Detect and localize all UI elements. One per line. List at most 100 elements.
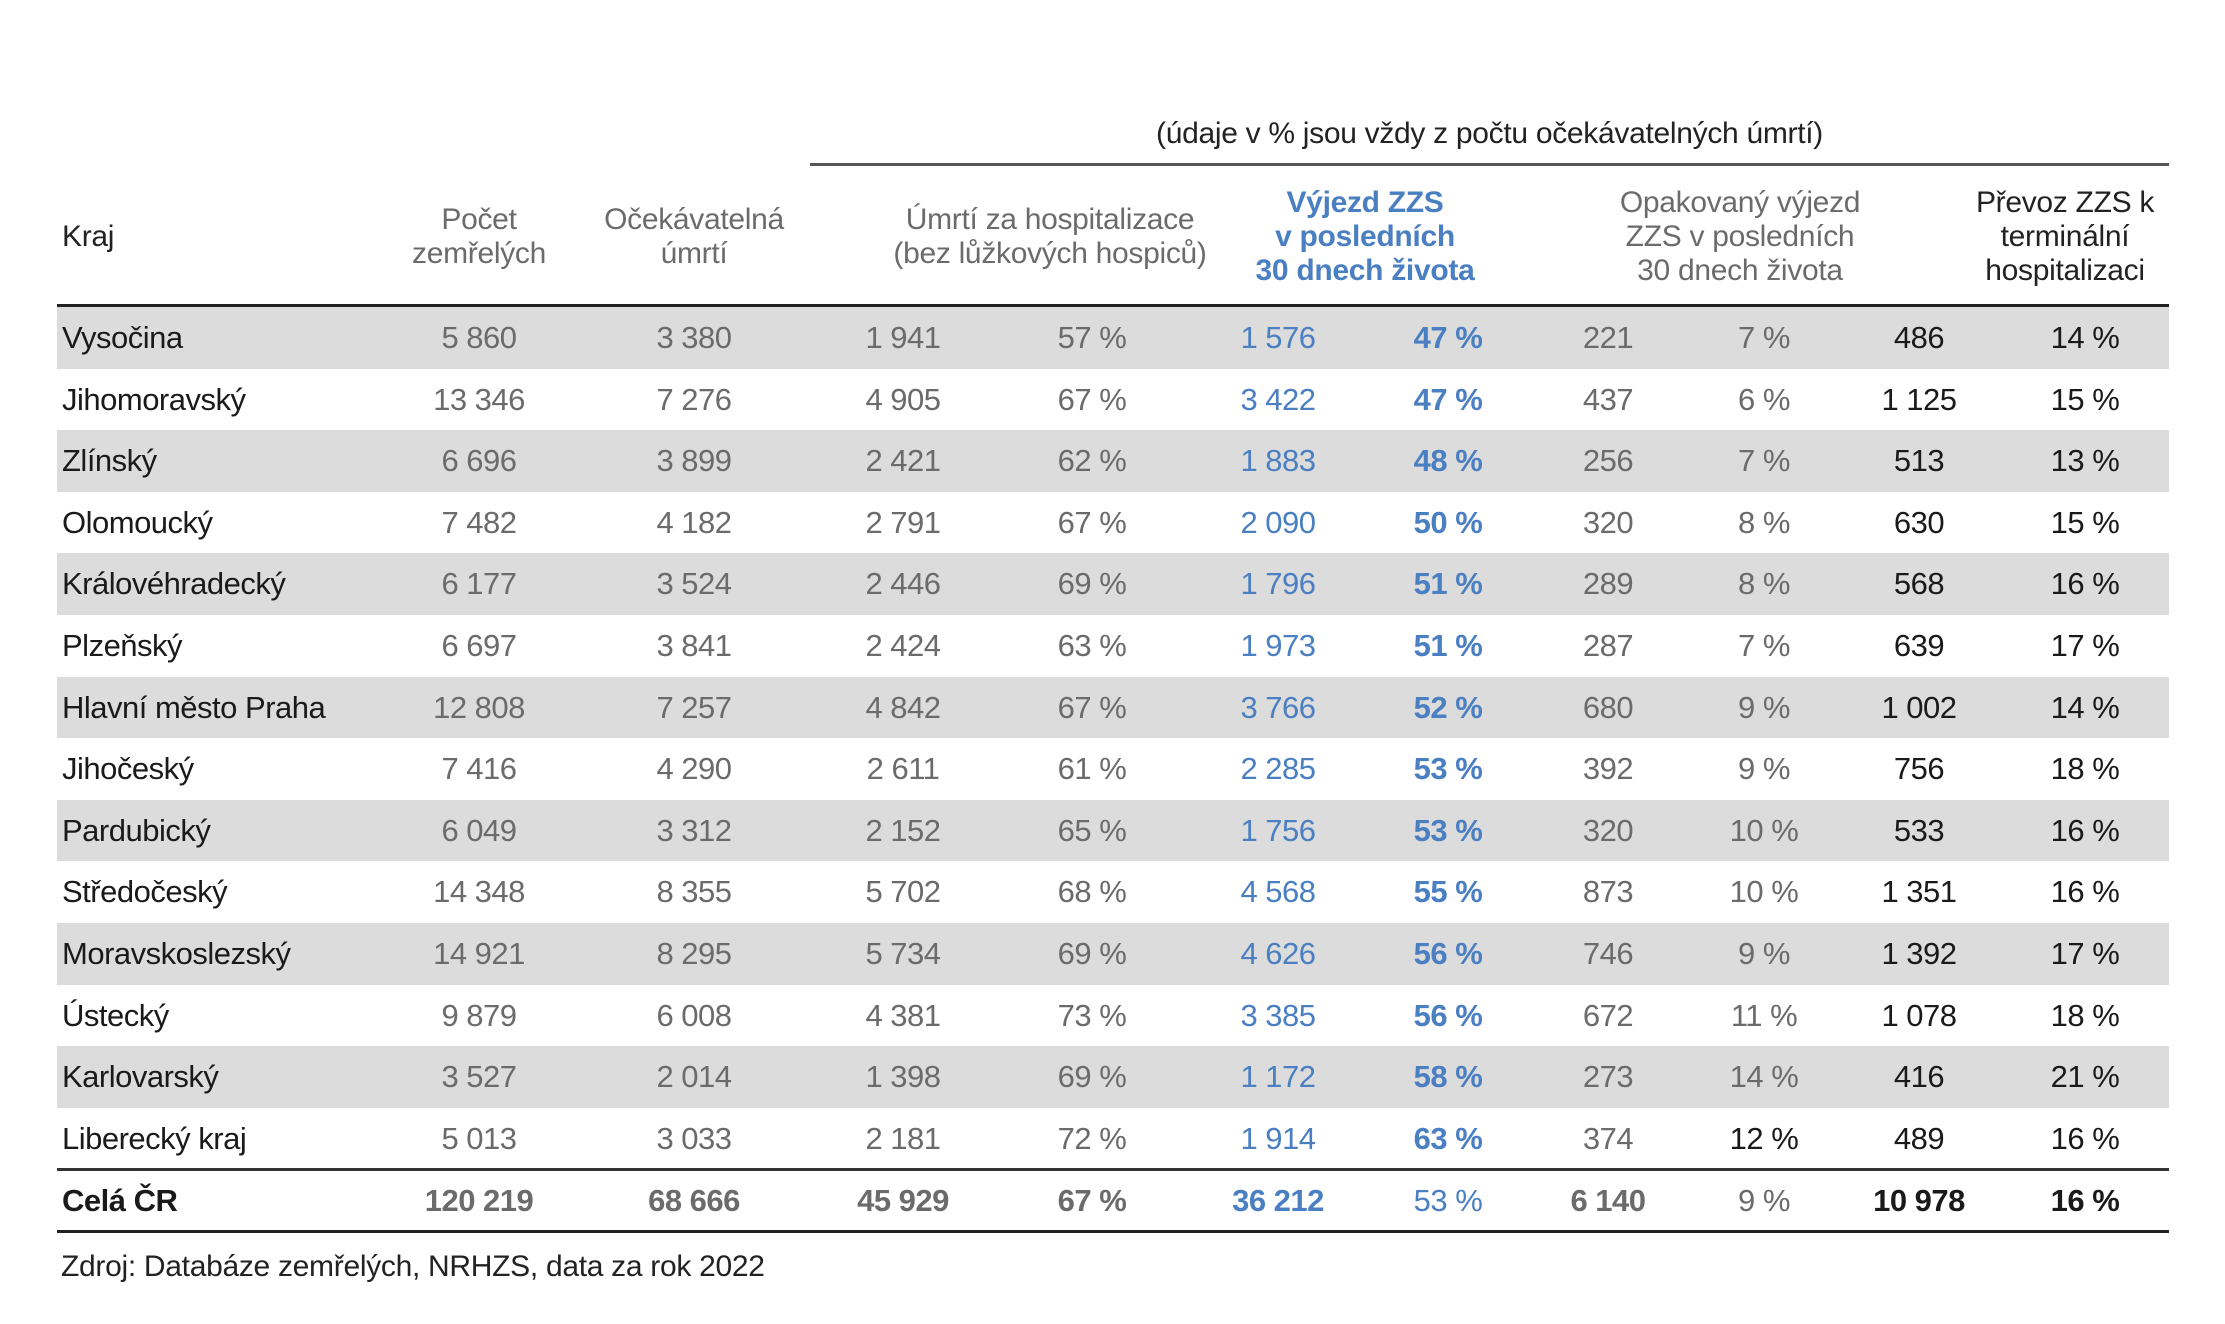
cell-opak-n: 256 (1582, 443, 1634, 479)
cell-ocekavatelna: 4 182 (656, 504, 732, 540)
cell-pocet: 6 696 (441, 443, 517, 479)
cell-prevoz-pct: 16 % (2050, 874, 2120, 910)
total-kraj: Celá ČR (62, 1183, 178, 1218)
cell-hosp-pct: 68 % (1057, 874, 1127, 910)
cell-kraj: Jihomoravský (62, 381, 246, 417)
cell-zzs-pct: 50 % (1413, 504, 1483, 540)
cell-zzs-n: 1 172 (1240, 1059, 1316, 1095)
header-line: v posledních (1275, 220, 1455, 253)
cell-prevoz-n: 1 392 (1881, 935, 1957, 971)
table-body: Vysočina 5 860 3 380 1 941 57 % 1 576 47 % 221 7… (57, 307, 2169, 1169)
cell-zzs-n: 1 756 (1240, 812, 1316, 848)
table-row: Hlavní město Praha 12 808 7 257 4 842 67 % 3 … (57, 676, 2169, 739)
cell-kraj: Plzeňský (62, 627, 183, 663)
header-kraj: Kraj (62, 220, 115, 253)
subtitle-rule (810, 163, 2169, 166)
cell-zzs-pct: 58 % (1413, 1059, 1483, 1095)
cell-pocet: 6 697 (441, 627, 517, 663)
cell-hosp-n: 5 734 (865, 935, 941, 971)
header-line: ZZS v posledních (1625, 220, 1855, 253)
cell-opak-pct: 8 % (1738, 566, 1790, 602)
cell-pocet: 13 346 (433, 381, 525, 417)
cell-zzs-pct: 51 % (1413, 566, 1483, 602)
cell-prevoz-pct: 14 % (2050, 689, 2120, 725)
table-row: Plzeňský 6 697 3 841 2 424 63 % 1 973 51 % 287 7… (57, 615, 2169, 677)
cell-hosp-n: 2 611 (866, 751, 940, 787)
cell-prevoz-pct: 16 % (2050, 1120, 2120, 1156)
cell-prevoz-n: 1 351 (1881, 874, 1957, 910)
cell-kraj: Liberecký kraj (62, 1120, 247, 1156)
cell-prevoz-pct: 13 % (2050, 443, 2120, 479)
cell-hosp-n: 2 181 (865, 1120, 941, 1156)
cell-ocekavatelna: 3 524 (656, 566, 732, 602)
cell-prevoz-pct: 16 % (2050, 566, 2120, 602)
total-prevoz-pct: 16 % (2050, 1183, 2120, 1218)
cell-kraj: Zlínský (62, 443, 157, 479)
cell-hosp-n: 1 398 (865, 1059, 941, 1095)
header-vyjezd-zzs: Výjezd ZZS v posledních 30 dnech života (1200, 170, 1530, 304)
cell-opak-n: 320 (1582, 812, 1634, 848)
cell-prevoz-pct: 18 % (2050, 751, 2120, 787)
cell-prevoz-n: 1 078 (1881, 997, 1957, 1033)
cell-hosp-pct: 65 % (1057, 812, 1127, 848)
table-header: Kraj Počet zemřelých Očekávatelná úmrtí Úm… (57, 170, 2169, 304)
cell-zzs-n: 3 766 (1240, 689, 1316, 725)
cell-opak-pct: 9 % (1738, 751, 1790, 787)
cell-ocekavatelna: 3 312 (656, 812, 732, 848)
cell-pocet: 14 921 (433, 935, 525, 971)
cell-kraj: Moravskoslezský (62, 935, 291, 971)
cell-zzs-pct: 53 % (1413, 812, 1483, 848)
cell-kraj: Vysočina (62, 320, 183, 355)
cell-prevoz-n: 1 125 (1881, 381, 1957, 417)
cell-kraj: Středočeský (62, 874, 228, 910)
total-opak-pct: 9 % (1738, 1183, 1790, 1218)
cell-ocekavatelna: 3 899 (656, 443, 732, 479)
total-rule-top (57, 1168, 2169, 1171)
total-pocet: 120 219 (424, 1183, 534, 1218)
cell-zzs-n: 3 422 (1240, 381, 1316, 417)
total-prevoz-n: 10 978 (1873, 1183, 1965, 1218)
cell-opak-n: 287 (1582, 627, 1634, 663)
cell-zzs-n: 1 973 (1240, 627, 1316, 663)
table-row: Královéhradecký 6 177 3 524 2 446 69 % 1 796 5… (57, 553, 2169, 615)
cell-zzs-pct: 47 % (1413, 320, 1483, 355)
cell-ocekavatelna: 3 033 (656, 1120, 732, 1156)
cell-prevoz-pct: 14 % (2050, 320, 2120, 355)
table-row: Olomoucký 7 482 4 182 2 791 67 % 2 090 50 % 320… (57, 492, 2169, 554)
cell-opak-pct: 10 % (1729, 812, 1799, 848)
table-row: Zlínský 6 696 3 899 2 421 62 % 1 883 48 % 256 7 … (57, 430, 2169, 492)
cell-pocet: 3 527 (441, 1059, 517, 1095)
cell-kraj: Hlavní město Praha (62, 689, 326, 725)
header-opakovany-vyjezd: Opakovaný výjezd ZZS v posledních 30 dnech… (1560, 170, 1920, 304)
cell-zzs-n: 4 568 (1240, 874, 1316, 910)
cell-opak-pct: 9 % (1738, 935, 1790, 971)
cell-pocet: 7 416 (441, 751, 517, 787)
table-row: Jihočeský 7 416 4 290 2 611 61 % 2 285 53 % 392… (57, 738, 2169, 800)
cell-hosp-n: 1 941 (865, 320, 941, 355)
cell-opak-n: 437 (1582, 381, 1634, 417)
cell-opak-pct: 7 % (1738, 320, 1790, 355)
table-row: Moravskoslezský 14 921 8 295 5 734 69 % 4 626… (57, 922, 2169, 985)
cell-hosp-pct: 63 % (1057, 627, 1127, 663)
cell-hosp-n: 2 421 (865, 443, 941, 479)
table-subtitle: (údaje v % jsou vždy z počtu očekávateln… (1156, 117, 1823, 150)
cell-prevoz-pct: 15 % (2050, 504, 2120, 540)
cell-ocekavatelna: 7 257 (656, 689, 732, 725)
cell-opak-n: 374 (1582, 1120, 1634, 1156)
cell-pocet: 14 348 (433, 874, 525, 910)
cell-kraj: Ústecký (62, 997, 169, 1033)
cell-zzs-n: 1 796 (1240, 566, 1316, 602)
cell-pocet: 5 013 (441, 1120, 517, 1156)
cell-opak-n: 392 (1582, 751, 1634, 787)
cell-prevoz-n: 568 (1893, 566, 1945, 602)
total-rule-bottom (57, 1230, 2169, 1233)
header-line: úmrtí (660, 237, 728, 270)
header-pocet-zemrelych: Počet zemřelých (379, 170, 579, 304)
cell-prevoz-n: 639 (1893, 627, 1945, 663)
cell-prevoz-pct: 15 % (2050, 381, 2120, 417)
cell-opak-pct: 8 % (1738, 504, 1790, 540)
cell-zzs-pct: 47 % (1413, 381, 1483, 417)
cell-opak-pct: 7 % (1738, 443, 1790, 479)
header-umrti-za-hospitalizace: Úmrtí za hospitalizace (bez lůžkových hos… (810, 170, 1290, 304)
cell-hosp-n: 2 152 (865, 812, 941, 848)
